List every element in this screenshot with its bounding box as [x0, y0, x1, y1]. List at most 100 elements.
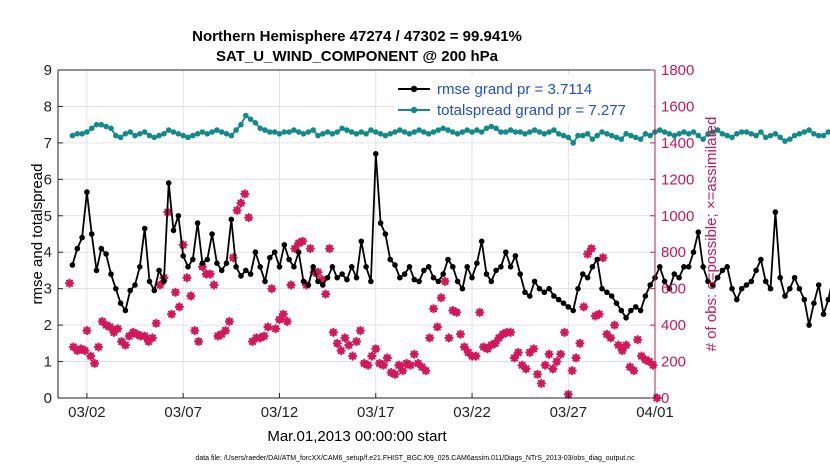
rmse-point [811, 300, 817, 307]
obs-assimilated-marker [64, 278, 75, 288]
rmse-point [122, 307, 129, 314]
totalspread-point [84, 129, 90, 135]
obs-assimilated-marker [421, 366, 431, 376]
obs-assimilated-marker [398, 366, 408, 376]
totalspread-point [141, 129, 148, 135]
totalspread-point [719, 131, 726, 137]
obs-marker-shape [68, 342, 79, 352]
obs-marker-shape [509, 353, 520, 363]
obs-marker-shape [167, 309, 177, 319]
obs-marker-shape [101, 320, 111, 330]
totalspread-point [493, 125, 499, 132]
title-line-1: Northern Hemisphere 47274 / 47302 = 99.9… [192, 28, 522, 45]
obs-marker-shape [86, 351, 96, 361]
totalspread-point [406, 131, 413, 137]
obs-assimilated-marker [525, 347, 535, 358]
obs-marker-shape [455, 329, 466, 339]
obs-marker-shape [375, 358, 385, 368]
totalspread-point [811, 131, 817, 137]
obs-assimilated-marker [321, 289, 331, 299]
obs-assimilated-marker [552, 356, 562, 367]
rmse-point [729, 285, 735, 292]
rmse-point [291, 264, 297, 270]
obs-assimilated-marker [594, 309, 604, 319]
totalspread-point [223, 131, 230, 137]
totalspread-point [93, 121, 100, 128]
totalspread-point [146, 132, 153, 139]
totalspread-point [743, 129, 750, 135]
obs-marker-shape [82, 325, 92, 336]
obs-assimilated-marker [186, 291, 196, 301]
y-tick-label-left: 6 [44, 171, 52, 188]
rmse-point [377, 220, 384, 226]
rmse-point [719, 267, 726, 274]
totalspread-point [594, 132, 600, 139]
rmse-point [310, 264, 317, 270]
obs-marker-shape [556, 349, 566, 359]
y-tick-label-left: 8 [44, 98, 52, 115]
rmse-point [430, 274, 437, 281]
obs-marker-shape [652, 393, 662, 403]
obs-assimilated-marker [648, 360, 658, 370]
totalspread-point [122, 131, 129, 137]
totalspread-point [392, 129, 398, 135]
y-tick-label-right: 400 [661, 317, 686, 334]
rmse-point [353, 274, 360, 281]
obs-assimilated-marker [332, 338, 342, 348]
totalspread-point [584, 131, 591, 137]
y-axis-label-right: # of obs: o=possible; ×=assimilated [703, 117, 720, 352]
obs-assimilated-marker [93, 342, 104, 352]
obs-marker-shape [594, 309, 604, 319]
obs-assimilated-marker [324, 243, 335, 254]
obs-marker-shape [197, 262, 208, 272]
obs-assimilated-marker [479, 342, 489, 352]
rmse-point [791, 274, 798, 281]
totalspread-point [281, 129, 288, 135]
totalspread-point [767, 132, 774, 139]
obs-marker-shape [348, 351, 358, 361]
totalspread-point [623, 131, 629, 137]
totalspread-point [503, 129, 509, 135]
obs-marker-shape [513, 347, 523, 358]
obs-assimilated-marker [428, 304, 439, 314]
obs-assimilated-marker [575, 338, 585, 348]
totalspread-point [214, 127, 220, 133]
obs-assimilated-marker [132, 329, 142, 339]
obs-assimilated-marker [76, 344, 86, 354]
rmse-point [218, 267, 225, 274]
rmse-point [79, 234, 85, 241]
rmse-point [488, 278, 495, 285]
totalspread-point [512, 129, 519, 135]
rmse-point [228, 216, 235, 223]
totalspread-point [676, 131, 682, 137]
rmse-point [517, 271, 523, 277]
rmse-point [421, 267, 427, 274]
totalspread-point [113, 132, 119, 139]
totalspread-point [632, 134, 639, 141]
obs-marker-shape [525, 347, 535, 358]
totalspread-point [247, 116, 254, 122]
rmse-point [604, 289, 610, 296]
obs-marker-shape [193, 336, 204, 347]
rmse-point [825, 296, 830, 303]
y-tick-label-right: 800 [661, 244, 686, 261]
totalspread-point [262, 127, 268, 133]
obs-marker-shape [147, 333, 157, 343]
obs-marker-shape [475, 307, 485, 317]
y-tick-label-right: 200 [661, 354, 686, 371]
rmse-point [209, 231, 215, 237]
rmse-point [806, 322, 812, 328]
obs-marker-shape [132, 329, 142, 339]
obs-assimilated-marker [267, 284, 277, 294]
totalspread-point [397, 127, 403, 133]
rmse-point [315, 278, 321, 285]
obs-assimilated-marker [97, 316, 107, 327]
obs-marker-shape [629, 366, 639, 376]
obs-assimilated-marker [116, 336, 127, 347]
rmse-point [661, 278, 668, 285]
rmse-point [469, 274, 475, 281]
rmse-point [474, 260, 480, 267]
obs-assimilated-marker [336, 346, 346, 356]
obs-assimilated-marker [105, 322, 115, 332]
obs-assimilated-marker [247, 336, 258, 347]
